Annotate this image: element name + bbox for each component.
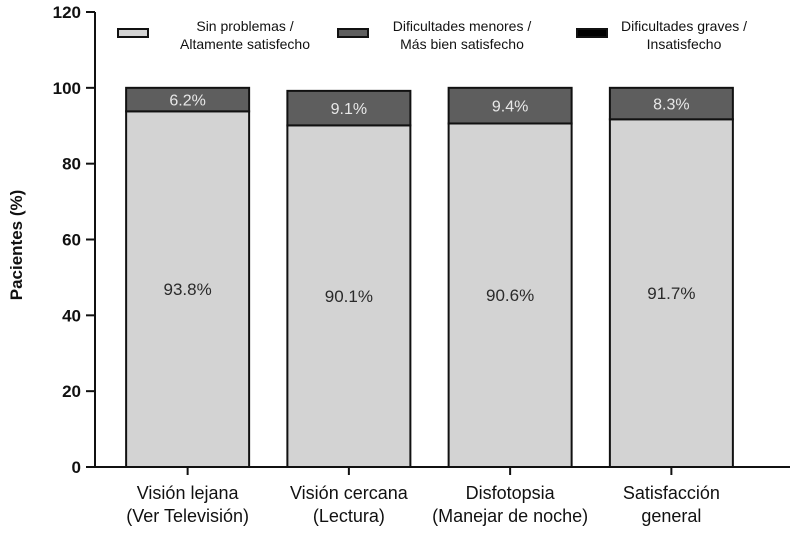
y-tick-label: 40 — [62, 306, 81, 325]
x-tick-label: (Lectura) — [313, 506, 385, 526]
data-label: 90.1% — [325, 287, 373, 306]
y-tick-label: 20 — [62, 382, 81, 401]
data-label: 91.7% — [647, 284, 695, 303]
bar-segment — [125, 86, 251, 113]
legend-label: Dificultades graves / — [621, 18, 747, 34]
legend-label: Más bien satisfecho — [400, 36, 524, 52]
legend-swatch — [337, 28, 369, 38]
bar-segment — [608, 86, 734, 121]
bar-segment — [125, 110, 251, 468]
data-label: 90.6% — [486, 286, 534, 305]
x-tick-label: (Ver Televisión) — [126, 506, 249, 526]
x-tick-label: Visión lejana — [137, 483, 240, 503]
y-tick-label: 120 — [53, 3, 81, 22]
data-label: 8.3% — [653, 97, 689, 114]
x-tick-label: (Manejar de noche) — [432, 506, 588, 526]
bars — [125, 86, 734, 469]
x-tick-label: Satisfacción — [623, 483, 720, 503]
data-label: 9.4% — [492, 99, 528, 116]
x-tick-label: general — [641, 506, 701, 526]
y-tick-label: 100 — [53, 79, 81, 98]
legend-label: Dificultades menores / — [393, 18, 532, 34]
x-tick-label: Visión cercana — [290, 483, 409, 503]
y-tick-label: 60 — [62, 231, 81, 250]
bar-segment — [447, 122, 573, 468]
x-tick-label: Disfotopsia — [466, 483, 556, 503]
bar-segment — [286, 124, 412, 469]
bar-segment — [286, 89, 412, 127]
legend-swatch — [117, 28, 149, 38]
legend: Sin problemas / Altamente satisfecho Dific… — [117, 18, 747, 52]
data-label: 9.1% — [331, 101, 367, 118]
data-label: 6.2% — [169, 93, 205, 110]
bar-segment — [447, 86, 573, 125]
legend-swatch — [576, 28, 608, 38]
legend-label: Altamente satisfecho — [180, 36, 310, 52]
y-tick-label: 0 — [72, 458, 81, 477]
legend-label: Sin problemas / — [196, 18, 293, 34]
y-axis: 0 20 40 60 80 100 120 — [53, 3, 96, 477]
data-label: 93.8% — [164, 280, 212, 299]
y-axis-title: Pacientes (%) — [7, 190, 26, 301]
y-tick-label: 80 — [62, 155, 81, 174]
data-labels: 93.8% 6.2% 90.1% 9.1% 90.6% 9.4% 91.7% 8.3% — [164, 93, 696, 307]
x-axis: Visión lejana (Ver Televisión) Visión cerc… — [95, 466, 790, 526]
legend-label: Insatisfecho — [647, 36, 722, 52]
